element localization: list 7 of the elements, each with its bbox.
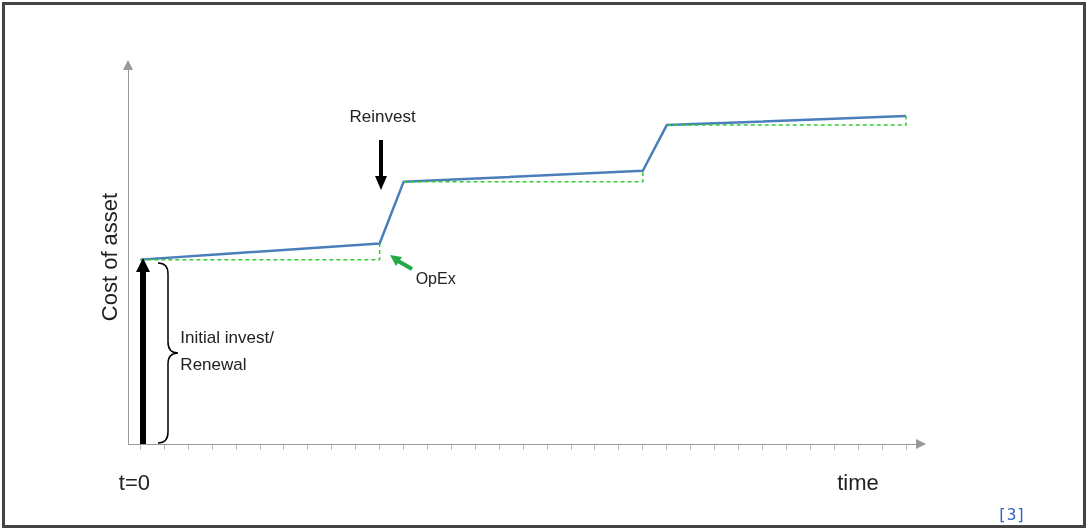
annotation: Initial invest/ Renewal [180, 327, 275, 374]
annotation: OpEx [415, 269, 456, 287]
annotation: Reinvest [349, 106, 416, 126]
x-axis-title: time [837, 470, 879, 495]
text: t=0 [118, 470, 150, 495]
text: [3] [997, 505, 1026, 524]
y-axis-title: Cost of asset [97, 192, 123, 322]
